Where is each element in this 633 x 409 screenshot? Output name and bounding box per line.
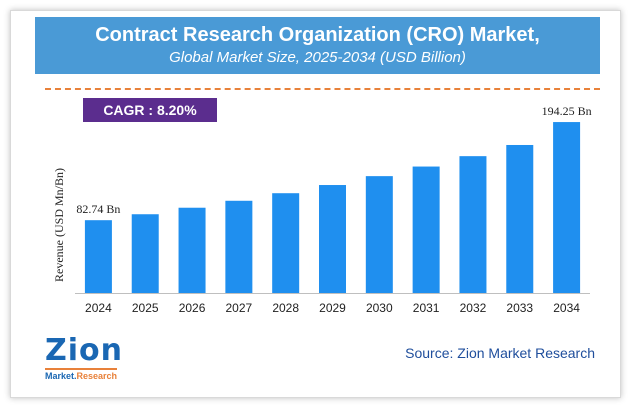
cagr-badge: CAGR : 8.20% [83,98,217,122]
bar-2033 [506,144,534,293]
bar-2024 [84,220,112,293]
x-tick-label: 2025 [132,301,159,315]
x-tick-label: 2027 [226,301,253,315]
x-tick-label: 2028 [272,301,299,315]
source-note: Source: Zion Market Research [405,345,595,361]
bar-2031 [412,166,440,293]
bar-2032 [459,156,487,293]
logo-market-research: Market.Research [45,368,118,382]
bar-2028 [272,193,300,293]
zion-logo: Zion Market.Research [45,336,145,381]
bar-2025 [131,214,159,293]
chart-header: Contract Research Organization (CRO) Mar… [35,17,600,74]
logo-research-text: Research [76,371,118,381]
x-tick-label: 2031 [413,301,440,315]
x-tick-label: 2024 [85,301,112,315]
bar-2029 [319,185,346,293]
x-tick-label: 2033 [506,301,533,315]
bar-2034 [553,122,581,293]
logo-market-text: Market. [45,371,77,381]
bar-2027 [225,200,253,293]
bar-2030 [365,176,393,293]
dashed-divider [45,88,600,90]
x-tick-label: 2026 [179,301,206,315]
bar-data-label: 194.25 Bn [542,104,592,118]
bar-2026 [178,207,206,293]
y-axis-label: Revenue (USD Mn/Bn) [52,168,66,282]
logo-zion-text: Zion [45,333,124,368]
x-tick-label: 2030 [366,301,393,315]
x-tick-label: 2034 [553,301,580,315]
chart-title: Contract Research Organization (CRO) Mar… [95,24,540,46]
chart-subtitle: Global Market Size, 2025-2034 (USD Billi… [169,49,466,66]
x-tick-label: 2029 [319,301,346,315]
x-tick-label: 2032 [460,301,487,315]
bar-data-label: 82.74 Bn [76,202,120,216]
